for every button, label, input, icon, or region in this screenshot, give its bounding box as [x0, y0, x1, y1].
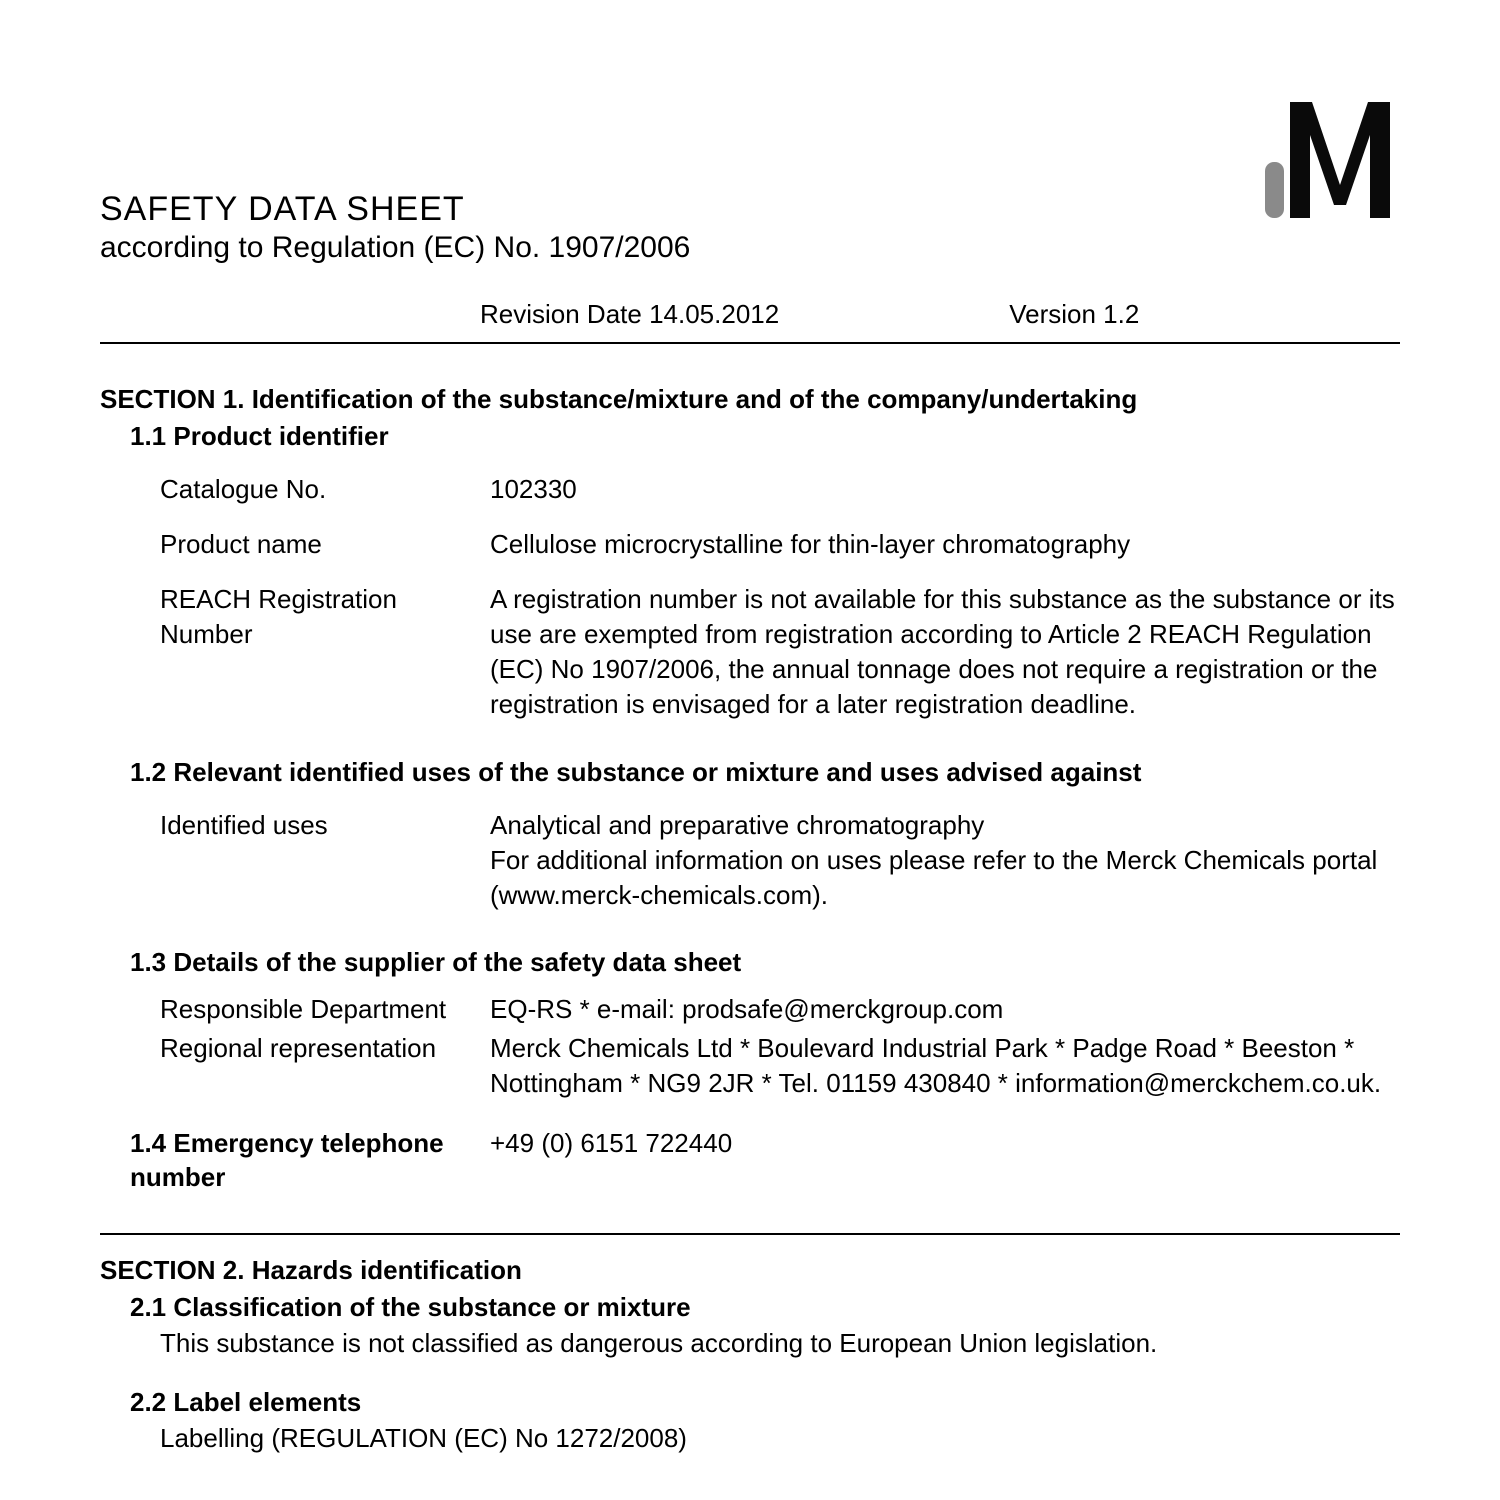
version: Version 1.2: [1009, 299, 1139, 330]
responsible-dept-value: EQ-RS * e-mail: prodsafe@merckgroup.com: [490, 992, 1400, 1027]
responsible-dept-row: Responsible Department EQ-RS * e-mail: p…: [160, 992, 1400, 1027]
document-page: SAFETY DATA SHEET according to Regulatio…: [0, 0, 1500, 1455]
section-divider: [100, 1233, 1400, 1235]
identified-uses-row: Identified uses Analytical and preparati…: [160, 808, 1400, 913]
reach-label: REACH Registration Number: [160, 582, 490, 722]
responsible-dept-label: Responsible Department: [160, 992, 490, 1027]
section-1-3-heading: 1.3 Details of the supplier of the safet…: [130, 947, 1400, 978]
section-2-2-heading: 2.2 Label elements: [130, 1387, 1400, 1418]
section-2-1-heading: 2.1 Classification of the substance or m…: [130, 1292, 1400, 1323]
product-name-value: Cellulose microcrystalline for thin-laye…: [490, 527, 1400, 562]
section-1-4-row: 1.4 Emergency telephone number +49 (0) 6…: [130, 1127, 1400, 1195]
catalogue-label: Catalogue No.: [160, 472, 490, 507]
document-title: SAFETY DATA SHEET: [100, 190, 1400, 229]
meta-row: Revision Date 14.05.2012 Version 1.2: [100, 299, 1400, 344]
section-1-4-heading: 1.4 Emergency telephone number: [130, 1127, 490, 1195]
catalogue-row: Catalogue No. 102330: [160, 472, 1400, 507]
section-2: SECTION 2. Hazards identification 2.1 Cl…: [100, 1255, 1400, 1456]
product-name-row: Product name Cellulose microcrystalline …: [160, 527, 1400, 562]
regional-rep-row: Regional representation Merck Chemicals …: [160, 1031, 1400, 1101]
emergency-phone-value: +49 (0) 6151 722440: [490, 1127, 1400, 1195]
reach-value: A registration number is not available f…: [490, 582, 1400, 722]
section-2-heading: SECTION 2. Hazards identification: [100, 1255, 1400, 1286]
reach-row: REACH Registration Number A registration…: [160, 582, 1400, 722]
section-1-1-heading: 1.1 Product identifier: [130, 421, 1400, 452]
section-1-heading: SECTION 1. Identification of the substan…: [100, 384, 1400, 415]
section-1-2-heading: 1.2 Relevant identified uses of the subs…: [130, 757, 1400, 788]
identified-uses-value: Analytical and preparative chromatograph…: [490, 808, 1400, 913]
regional-rep-value: Merck Chemicals Ltd * Boulevard Industri…: [490, 1031, 1400, 1101]
document-subtitle: according to Regulation (EC) No. 1907/20…: [100, 231, 1400, 265]
product-name-label: Product name: [160, 527, 490, 562]
section-2-2-text: Labelling (REGULATION (EC) No 1272/2008): [160, 1422, 1400, 1456]
regional-rep-label: Regional representation: [160, 1031, 490, 1101]
title-block: SAFETY DATA SHEET according to Regulatio…: [100, 190, 1400, 265]
section-2-1-text: This substance is not classified as dang…: [160, 1327, 1400, 1361]
company-logo: [1260, 90, 1400, 230]
section-1: SECTION 1. Identification of the substan…: [100, 384, 1400, 1195]
revision-date: Revision Date 14.05.2012: [480, 299, 779, 330]
catalogue-value: 102330: [490, 472, 1400, 507]
identified-uses-label: Identified uses: [160, 808, 490, 913]
